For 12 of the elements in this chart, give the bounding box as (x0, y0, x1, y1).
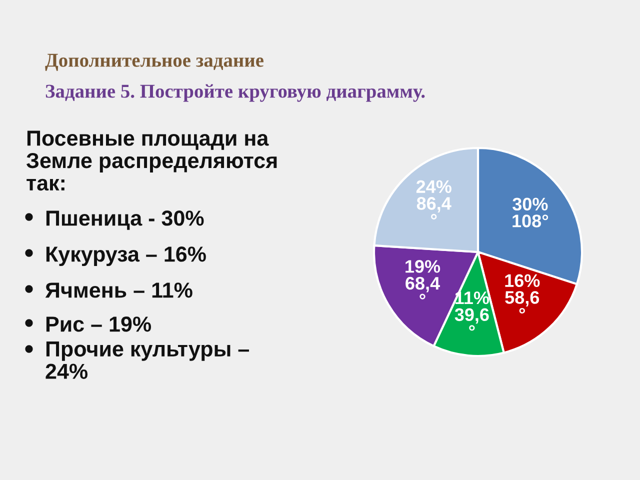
text: Дополнительное задание (45, 54, 264, 71)
text: Кукуруза – 16% (46, 246, 206, 266)
data-label: 24% 86,4 ° (416, 180, 452, 220)
text: Посевные площади на Земле распределяются так: (26, 130, 277, 191)
text: Прочие культуры – 24% (46, 342, 249, 379)
text: Ячмень – 11% (45, 282, 192, 298)
text: Пшеница - 30% (46, 210, 204, 230)
data-label: 16% 58,6 ° (505, 274, 540, 314)
chart-subtitle: Задание 5. Постройте круговую диаграмму. (46, 84, 425, 102)
data-label: 19% 68,4 ° (406, 260, 440, 300)
text: Рис – 19% (46, 316, 152, 332)
data-label: 30% 108° (512, 198, 548, 228)
